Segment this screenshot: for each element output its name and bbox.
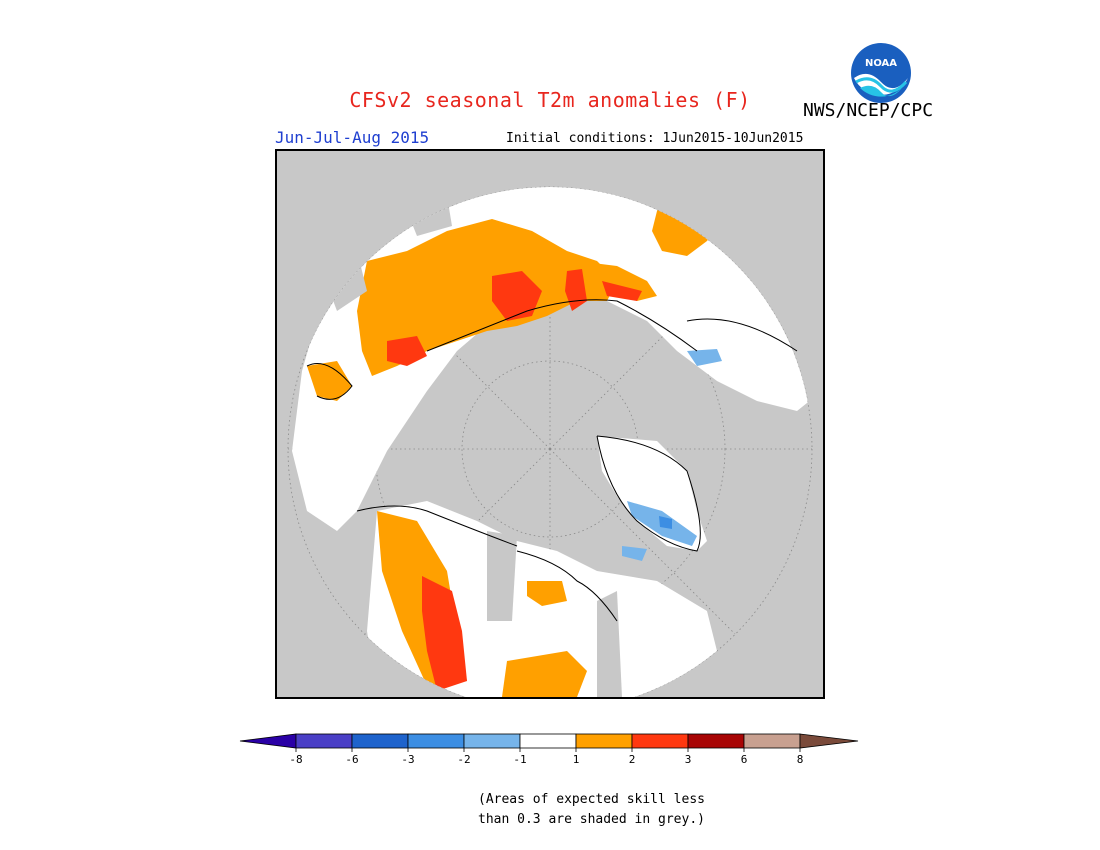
- legend-swatch: [687, 733, 745, 749]
- legend-arrow-low: [239, 733, 297, 749]
- anomaly-scandinavia-warm: [307, 361, 352, 401]
- agency-label: NWS/NCEP/CPC: [803, 100, 934, 121]
- season-label: Jun-Jul-Aug 2015: [275, 128, 430, 147]
- skill-note-line-1: (Areas of expected skill less: [478, 792, 705, 807]
- noaa-logo: NOAA: [851, 43, 911, 103]
- legend-swatch: [743, 733, 801, 749]
- legend-tick-label: -3: [401, 753, 414, 766]
- initial-conditions-label: Initial conditions: 1Jun2015-10Jun2015: [506, 131, 804, 146]
- anomaly-na-warm-2: [527, 581, 567, 606]
- legend-arrow-high: [799, 733, 859, 749]
- polar-map: [287, 186, 813, 697]
- legend-tick-label: -2: [457, 753, 470, 766]
- color-legend: -8 -6 -3 -2 -1 1 2 3 6 8: [239, 733, 859, 766]
- noaa-logo-text: NOAA: [865, 58, 897, 69]
- legend-tick-label: 1: [573, 753, 580, 766]
- anomaly-canada-cool: [622, 546, 647, 561]
- legend-tick-label: 6: [741, 753, 748, 766]
- anomaly-siberia-hot: [492, 271, 542, 321]
- anomaly-west-coast-hot: [422, 576, 467, 691]
- legend-swatch: [575, 733, 633, 749]
- legend-tick-label: -8: [289, 753, 302, 766]
- skill-note: (Areas of expected skill less than 0.3 a…: [478, 790, 705, 830]
- legend-swatch: [295, 733, 353, 749]
- legend-swatch: [463, 733, 521, 749]
- map-panel: [275, 149, 825, 699]
- anomaly-alaska-cool: [687, 349, 722, 366]
- anomaly-na-warm: [502, 651, 587, 697]
- chart-title: CFSv2 seasonal T2m anomalies (F): [349, 88, 751, 112]
- legend-swatch: [351, 733, 409, 749]
- legend-swatch: [407, 733, 465, 749]
- legend-tick-label: -1: [513, 753, 526, 766]
- skill-note-line-2: than 0.3 are shaded in grey.): [478, 812, 705, 827]
- legend-swatch: [519, 733, 577, 749]
- legend-tick-label: 2: [629, 753, 636, 766]
- legend-swatch: [631, 733, 689, 749]
- legend-tick-label: 3: [685, 753, 692, 766]
- anomaly-ural-hot: [387, 336, 427, 366]
- anomaly-east-hot: [602, 281, 642, 301]
- legend-tick-label: 8: [797, 753, 804, 766]
- coastlines: [306, 299, 798, 622]
- anomaly-greenland-cold: [659, 516, 672, 529]
- anomaly-eurasia-warm: [357, 219, 617, 376]
- legend-tick-label: -6: [345, 753, 358, 766]
